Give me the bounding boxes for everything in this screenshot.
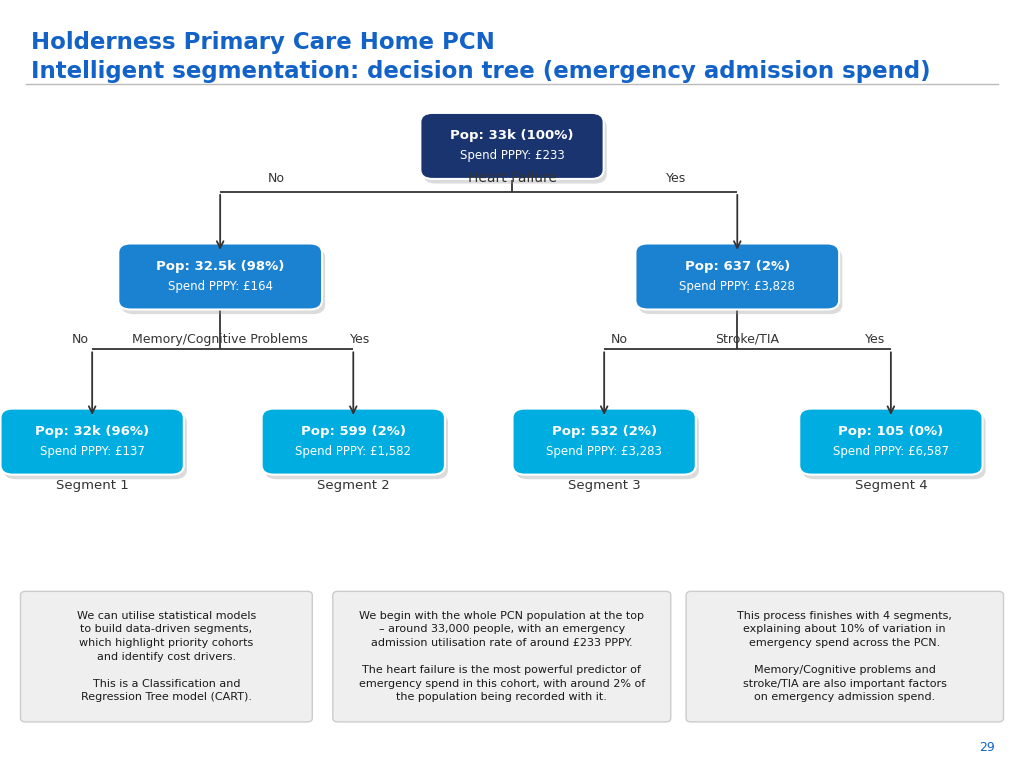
Text: Segment 4: Segment 4 xyxy=(855,479,927,492)
Text: Segment 2: Segment 2 xyxy=(316,479,390,492)
Text: Intelligent segmentation: decision tree (emergency admission spend): Intelligent segmentation: decision tree … xyxy=(31,60,931,83)
FancyBboxPatch shape xyxy=(424,118,606,184)
FancyBboxPatch shape xyxy=(686,591,1004,722)
FancyBboxPatch shape xyxy=(803,413,985,479)
FancyBboxPatch shape xyxy=(799,409,983,475)
Text: This process finishes with 4 segments,
explaining about 10% of variation in
emer: This process finishes with 4 segments, e… xyxy=(737,611,952,703)
Text: 29: 29 xyxy=(980,741,995,754)
Text: Memory/Cognitive Problems: Memory/Cognitive Problems xyxy=(132,333,308,346)
FancyBboxPatch shape xyxy=(515,413,698,479)
Text: Pop: 105 (0%): Pop: 105 (0%) xyxy=(839,425,943,438)
FancyBboxPatch shape xyxy=(119,243,322,310)
Text: Pop: 32k (96%): Pop: 32k (96%) xyxy=(35,425,150,438)
FancyBboxPatch shape xyxy=(0,409,184,475)
FancyBboxPatch shape xyxy=(635,243,839,310)
Text: We can utilise statistical models
to build data-driven segments,
which highlight: We can utilise statistical models to bui… xyxy=(77,611,256,703)
Text: Segment 1: Segment 1 xyxy=(55,479,129,492)
FancyBboxPatch shape xyxy=(420,113,603,179)
Text: Holderness Primary Care Home PCN: Holderness Primary Care Home PCN xyxy=(31,31,495,54)
Text: Yes: Yes xyxy=(350,333,371,346)
Text: Pop: 33k (100%): Pop: 33k (100%) xyxy=(451,130,573,142)
Text: Spend PPPY: £6,587: Spend PPPY: £6,587 xyxy=(833,445,949,458)
Text: No: No xyxy=(268,172,285,184)
Text: No: No xyxy=(72,333,88,346)
FancyBboxPatch shape xyxy=(20,591,312,722)
Text: Pop: 32.5k (98%): Pop: 32.5k (98%) xyxy=(156,260,285,273)
Text: Spend PPPY: £164: Spend PPPY: £164 xyxy=(168,280,272,293)
Text: We begin with the whole PCN population at the top
– around 33,000 people, with a: We begin with the whole PCN population a… xyxy=(358,611,645,703)
FancyBboxPatch shape xyxy=(333,591,671,722)
Text: Spend PPPY: £3,828: Spend PPPY: £3,828 xyxy=(679,280,796,293)
FancyBboxPatch shape xyxy=(512,409,696,475)
Text: No: No xyxy=(611,333,628,346)
Text: Yes: Yes xyxy=(865,333,886,346)
Text: Spend PPPY: £1,582: Spend PPPY: £1,582 xyxy=(295,445,412,458)
Text: Pop: 637 (2%): Pop: 637 (2%) xyxy=(685,260,790,273)
Text: Segment 3: Segment 3 xyxy=(567,479,641,492)
Text: Spend PPPY: £233: Spend PPPY: £233 xyxy=(460,150,564,162)
Text: Pop: 599 (2%): Pop: 599 (2%) xyxy=(301,425,406,438)
FancyBboxPatch shape xyxy=(261,409,444,475)
Text: Spend PPPY: £3,283: Spend PPPY: £3,283 xyxy=(546,445,663,458)
FancyBboxPatch shape xyxy=(264,413,447,479)
FancyBboxPatch shape xyxy=(639,248,842,314)
Text: Pop: 532 (2%): Pop: 532 (2%) xyxy=(552,425,656,438)
Text: Heart Failure: Heart Failure xyxy=(468,171,556,185)
Text: Yes: Yes xyxy=(666,172,686,184)
Text: Spend PPPY: £137: Spend PPPY: £137 xyxy=(40,445,144,458)
FancyBboxPatch shape xyxy=(122,248,326,314)
Text: Stroke/TIA: Stroke/TIA xyxy=(716,333,779,346)
FancyBboxPatch shape xyxy=(3,413,186,479)
